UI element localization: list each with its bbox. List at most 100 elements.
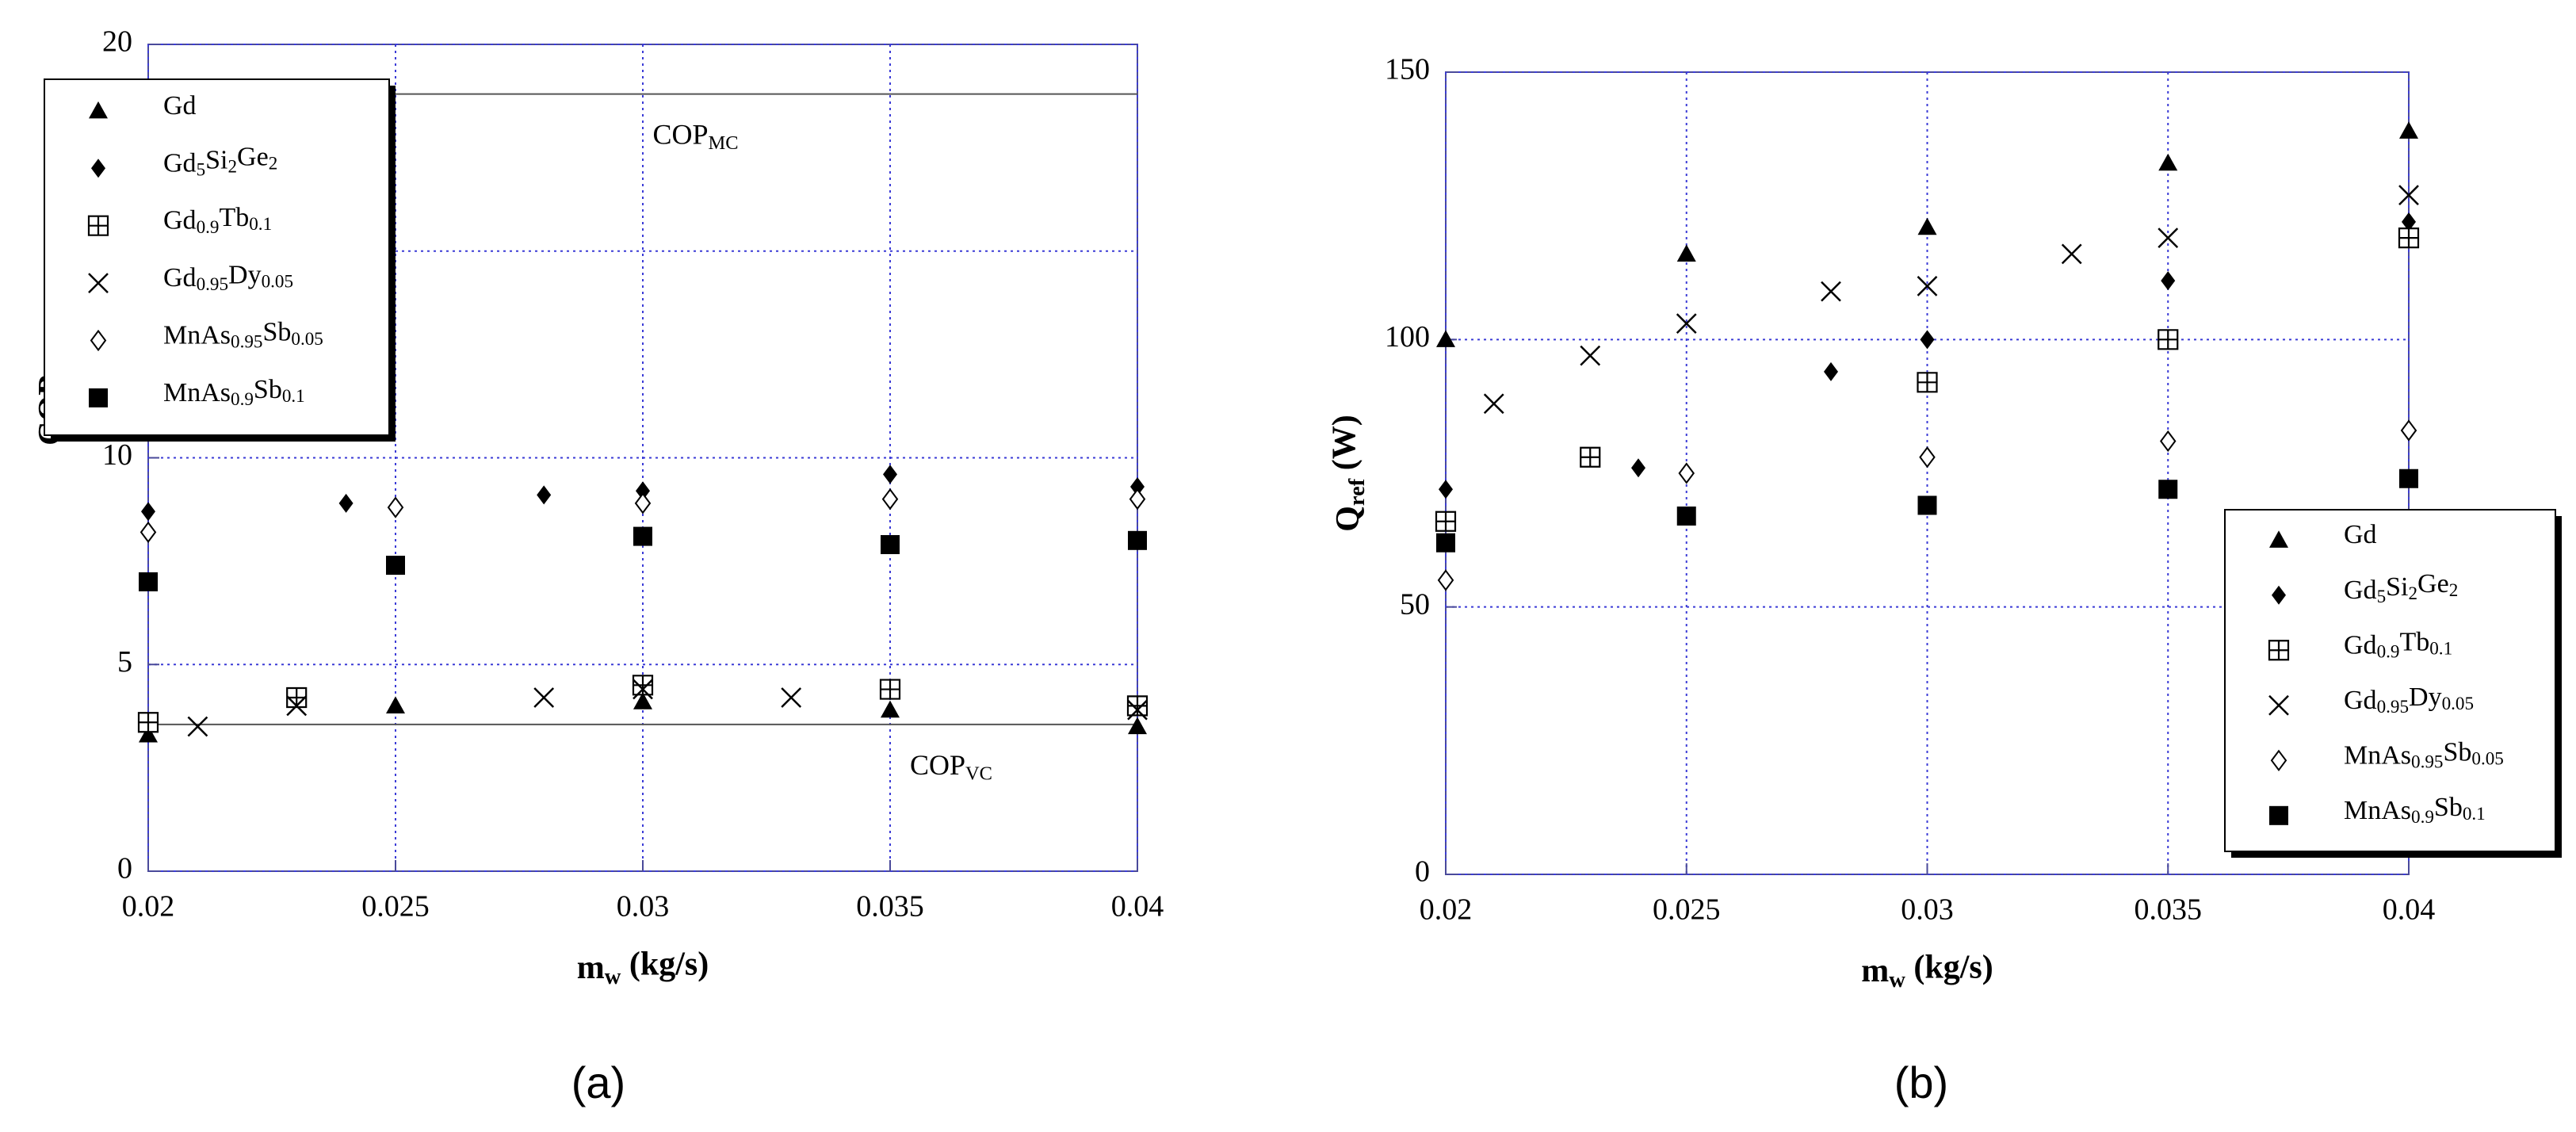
marker-square — [139, 572, 158, 591]
legend-label: MnAs0.9Sb0.1 — [163, 375, 305, 410]
marker-cross — [1676, 313, 1697, 334]
y-tick-label: 50 — [1400, 587, 1430, 621]
marker-cross — [187, 716, 208, 737]
marker-diamond — [2272, 585, 2286, 605]
x-tick-label: 0.04 — [1111, 890, 1164, 924]
marker-open-diamond — [1437, 569, 1454, 591]
x-tick-label: 0.03 — [1901, 893, 1954, 927]
legend-label: Gd5Si2Ge2 — [2344, 569, 2458, 607]
marker-diamond — [2161, 271, 2176, 291]
marker-cross — [1580, 345, 1601, 366]
marker-diamond — [338, 493, 354, 513]
legend-label: Gd0.9Tb0.1 — [2344, 627, 2452, 662]
marker-square — [2399, 468, 2418, 488]
marker-triangle — [1436, 330, 1455, 347]
y-tick-label: 0 — [1415, 855, 1430, 889]
marker-square — [89, 388, 108, 407]
marker-diamond — [141, 502, 155, 522]
marker-diamond — [1631, 458, 1645, 478]
marker-square — [2269, 805, 2288, 825]
marker-open-diamond — [1919, 446, 1936, 468]
marker-open-diamond — [634, 492, 652, 514]
marker-open-diamond — [387, 496, 404, 518]
marker-box-plus — [2268, 640, 2290, 661]
legend — [2224, 509, 2556, 852]
marker-open-diamond — [881, 488, 899, 511]
marker-open-diamond — [90, 329, 107, 352]
marker-box-plus — [1435, 511, 1457, 532]
marker-square — [881, 535, 900, 555]
x-tick-label: 0.02 — [1420, 893, 1473, 927]
marker-triangle — [2269, 530, 2288, 548]
marker-open-diamond — [2160, 430, 2177, 453]
marker-box-plus — [879, 679, 901, 700]
marker-cross — [781, 687, 802, 708]
caption: (b) — [1894, 1057, 1948, 1107]
marker-cross — [1127, 699, 1148, 721]
marker-open-diamond — [1678, 462, 1695, 484]
marker-cross — [1821, 281, 1841, 302]
legend-label: Gd0.95Dy0.05 — [2344, 683, 2474, 717]
caption: (a) — [571, 1057, 625, 1107]
marker-box-plus — [632, 675, 654, 696]
y-tick-label: 20 — [102, 25, 132, 59]
x-axis-label: mw (kg/s) — [1861, 949, 1993, 992]
marker-diamond — [1824, 361, 1838, 381]
marker-cross — [633, 679, 653, 700]
x-tick-label: 0.02 — [122, 890, 175, 924]
marker-triangle — [139, 725, 158, 743]
marker-cross — [2398, 185, 2419, 206]
y-axis-label: Qref (W) — [1326, 415, 1370, 532]
marker-box-plus — [1580, 446, 1601, 468]
y-tick-label: 10 — [102, 438, 132, 472]
marker-open-diamond — [1129, 488, 1146, 511]
marker-cross — [2157, 228, 2179, 249]
x-axis-label: mw (kg/s) — [577, 946, 709, 989]
marker-diamond — [636, 481, 650, 501]
marker-square — [1917, 495, 1937, 515]
marker-square — [1128, 530, 1147, 550]
marker-triangle — [1128, 717, 1147, 735]
reference-label: COPVC — [910, 749, 992, 784]
marker-diamond — [91, 159, 105, 178]
marker-box-plus — [137, 712, 159, 733]
legend-label: Gd — [163, 91, 197, 120]
legend-label: MnAs0.95Sb0.05 — [163, 317, 323, 352]
marker-box-plus — [286, 686, 308, 709]
marker-triangle — [881, 700, 900, 718]
marker-triangle — [633, 692, 652, 709]
marker-box-plus — [87, 215, 109, 236]
marker-triangle — [1917, 217, 1937, 235]
reference-label: COPMC — [652, 119, 738, 154]
x-tick-label: 0.025 — [1653, 893, 1721, 927]
marker-cross — [1917, 275, 1938, 296]
marker-square — [1676, 506, 1696, 526]
marker-box-plus — [1917, 372, 1938, 393]
legend-label: Gd0.9Tb0.1 — [163, 203, 272, 238]
marker-open-diamond — [140, 521, 157, 544]
marker-square — [1436, 533, 1455, 553]
y-tick-label: 5 — [117, 645, 132, 679]
marker-open-diamond — [2270, 749, 2287, 771]
marker-square — [386, 556, 405, 576]
marker-cross — [533, 687, 555, 708]
legend-label: MnAs0.95Sb0.05 — [2344, 737, 2504, 772]
marker-square — [2158, 480, 2178, 499]
x-tick-label: 0.035 — [856, 890, 924, 924]
marker-triangle — [89, 101, 108, 119]
marker-cross — [286, 695, 308, 717]
marker-open-diamond — [2400, 419, 2417, 442]
marker-triangle — [2399, 121, 2418, 139]
marker-diamond — [883, 465, 897, 484]
x-tick-label: 0.025 — [361, 890, 430, 924]
legend-label: Gd — [2344, 520, 2377, 549]
marker-diamond — [537, 485, 552, 505]
legend-label: MnAs0.9Sb0.1 — [2344, 793, 2486, 828]
marker-diamond — [1130, 477, 1145, 497]
marker-square — [633, 526, 652, 546]
x-tick-label: 0.04 — [2383, 893, 2436, 927]
y-tick-label: 100 — [1385, 320, 1430, 354]
legend — [44, 78, 390, 436]
